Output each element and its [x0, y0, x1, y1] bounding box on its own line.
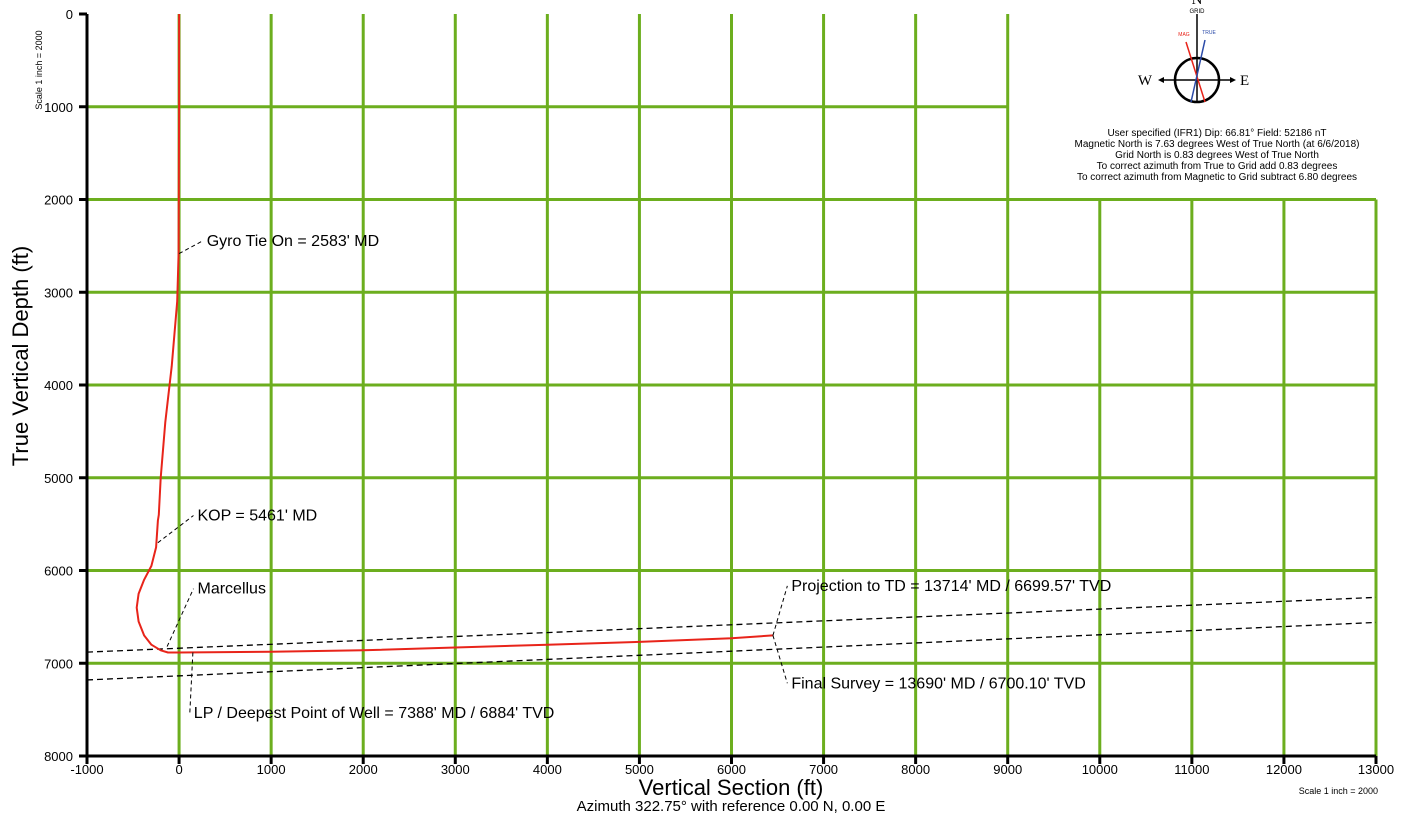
y-tick-label: 3000	[44, 285, 73, 300]
y-tick-label: 8000	[44, 749, 73, 764]
y-tick-label: 4000	[44, 378, 73, 393]
west-arrowhead	[1158, 77, 1164, 83]
y-tick-label: 2000	[44, 193, 73, 208]
magnetic-north-arrow	[1185, 41, 1206, 103]
well-path-series	[135, 14, 773, 654]
x-tick-label: 1000	[257, 762, 286, 777]
annotations: Gyro Tie On = 2583' MD KOP = 5461' MD Marc…	[157, 233, 1111, 722]
y-axis-title: True Vertical Depth (ft)	[8, 246, 33, 466]
x-tick-label: 6000	[717, 762, 746, 777]
magnetic-info-line: Magnetic North is 7.63 degrees West of T…	[1075, 139, 1360, 150]
true-north-arrow	[1190, 39, 1206, 103]
annotation-leader	[157, 515, 194, 544]
x-tick-label: 3000	[441, 762, 470, 777]
compass-mag-label: MAG	[1178, 32, 1190, 38]
annotation-leader	[166, 588, 194, 647]
formation-dashed-line	[86, 621, 1377, 681]
annotation-leader	[772, 635, 788, 684]
magnetic-info-line: To correct azimuth from Magnetic to Grid…	[1077, 172, 1357, 183]
x-tick-label: -1000	[70, 762, 103, 777]
annotation-label: Projection to TD = 13714' MD / 6699.57' …	[791, 578, 1111, 595]
x-tick-label: 2000	[349, 762, 378, 777]
x-tick-label: 4000	[533, 762, 562, 777]
formation-lines	[86, 596, 1377, 681]
compass-true-label: TRUE	[1202, 30, 1216, 36]
annotation-label: Final Survey = 13690' MD / 6700.10' TVD	[791, 675, 1085, 692]
grid	[87, 14, 1378, 756]
x-axis-title: Vertical Section (ft)	[639, 775, 824, 800]
annotation-label: LP / Deepest Point of Well = 7388' MD / …	[194, 705, 555, 722]
x-tick-label: 9000	[993, 762, 1022, 777]
east-arrowhead	[1230, 77, 1236, 83]
x-tick-label: 12000	[1266, 762, 1302, 777]
annotation-label: Marcellus	[197, 581, 265, 598]
compass-east-label: E	[1240, 73, 1249, 89]
annotation-leader	[189, 652, 194, 713]
y-tick-label: 0	[66, 7, 73, 22]
x-tick-label: 8000	[901, 762, 930, 777]
chart-subtitle: Azimuth 322.75° with reference 0.00 N, 0…	[577, 798, 886, 815]
scale-label-left: Scale 1 inch = 2000	[34, 30, 44, 109]
x-tick-label: 5000	[625, 762, 654, 777]
scale-label-right: Scale 1 inch = 2000	[1299, 786, 1378, 796]
north-arrow-compass: N GRID MAG TRUE W E	[1138, 0, 1249, 104]
annotation-label: Gyro Tie On = 2583' MD	[207, 233, 379, 250]
magnetic-info-line: Grid North is 0.83 degrees West of True …	[1115, 150, 1319, 161]
compass-grid-label: GRID	[1190, 9, 1206, 15]
annotation-label: KOP = 5461' MD	[197, 508, 317, 525]
magnetic-info-line: User specified (IFR1) Dip: 66.81° Field:…	[1107, 128, 1326, 139]
magnetic-info-block: User specified (IFR1) Dip: 66.81° Field:…	[1075, 128, 1360, 183]
formation-dashed-line	[86, 596, 1377, 653]
x-tick-label: 7000	[809, 762, 838, 777]
annotation-leader	[772, 585, 788, 636]
annotation-leader	[178, 240, 203, 255]
compass-west-label: W	[1138, 73, 1153, 89]
x-tick-label: 0	[175, 762, 182, 777]
x-tick-label: 11000	[1174, 762, 1209, 777]
y-tick-label: 6000	[44, 564, 73, 579]
x-tick-label: 10000	[1082, 762, 1118, 777]
compass-north-label: N	[1192, 0, 1203, 8]
well-path-line	[135, 14, 773, 654]
y-tick-label: 1000	[44, 100, 73, 115]
magnetic-info-line: To correct azimuth from True to Grid add…	[1097, 161, 1338, 172]
x-tick-label: 13000	[1358, 762, 1394, 777]
y-tick-label: 7000	[44, 656, 73, 671]
y-tick-label: 5000	[44, 471, 73, 486]
